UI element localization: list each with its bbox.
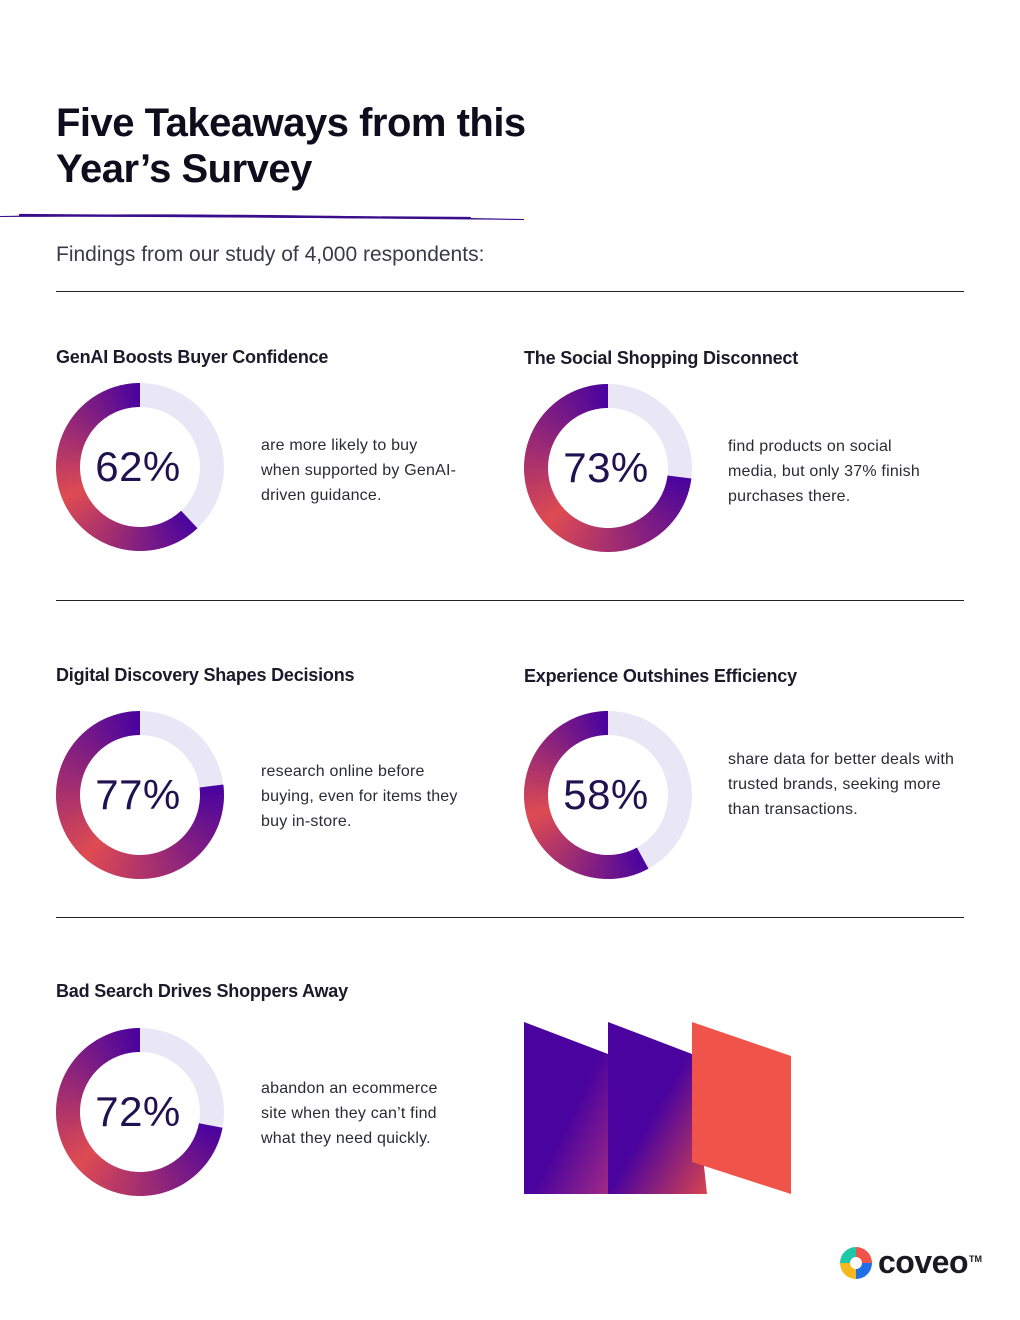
brand-shape <box>524 1022 608 1194</box>
brand-shapes-graphic <box>524 1022 791 1194</box>
logo-wordmark: coveo <box>878 1244 968 1280</box>
donut-arc-segment <box>198 1123 223 1131</box>
stat-description: find products on social media, but only … <box>728 438 920 505</box>
donut-arc-segment <box>179 510 198 531</box>
coveo-logo: coveo TM <box>838 1244 982 1281</box>
page-title: Five Takeaways from this Year’s Survey <box>56 101 526 191</box>
stat-description: share data for better deals with trusted… <box>728 751 955 818</box>
stat-card-search: Bad Search Drives Shoppers Away 72% aban… <box>56 981 506 1221</box>
donut-chart <box>56 711 224 879</box>
stat-description: are more likely to buy when supported by… <box>261 437 457 504</box>
stat-card-social: The Social Shopping Disconnect 73% find … <box>524 348 974 588</box>
coveo-pinwheel-icon <box>840 1246 872 1279</box>
donut-chart <box>524 384 692 552</box>
donut-value-arc <box>524 711 649 879</box>
donut-chart <box>56 383 224 551</box>
donut-value-arc <box>524 384 692 552</box>
percent-label: 58% <box>563 771 649 818</box>
stat-heading: GenAI Boosts Buyer Confidence <box>56 347 329 367</box>
donut-chart <box>524 711 692 879</box>
donut-chart <box>56 1028 224 1196</box>
page-subtitle: Findings from our study of 4,000 respond… <box>56 243 485 266</box>
logo-trademark: TM <box>968 1254 982 1264</box>
brand-shape <box>608 1022 707 1194</box>
title-underline <box>0 213 524 220</box>
percent-label: 72% <box>95 1088 181 1135</box>
stat-heading: The Social Shopping Disconnect <box>524 348 799 368</box>
donut-arc-segment <box>635 847 649 870</box>
stat-heading: Experience Outshines Efficiency <box>524 666 797 686</box>
divider <box>56 600 964 601</box>
percent-label: 62% <box>95 443 181 490</box>
stat-heading: Digital Discovery Shapes Decisions <box>56 665 355 685</box>
donut-value-arc <box>56 1028 223 1196</box>
brand-shape <box>692 1022 791 1194</box>
stat-card-experience: Experience Outshines Efficiency 58% shar… <box>524 666 974 906</box>
divider <box>56 291 964 292</box>
stat-description: research online before buying, even for … <box>261 763 458 830</box>
stat-card-discovery: Digital Discovery Shapes Decisions 77% r… <box>56 665 506 905</box>
stat-description: abandon an ecommerce site when they can’… <box>261 1080 438 1147</box>
stat-heading: Bad Search Drives Shoppers Away <box>56 981 348 1001</box>
donut-value-arc <box>56 383 198 551</box>
percent-label: 77% <box>95 771 181 818</box>
donut-value-arc <box>56 711 224 879</box>
stat-card-genai: GenAI Boosts Buyer Confidence 62% are mo… <box>56 347 506 587</box>
percent-label: 73% <box>563 444 649 491</box>
divider <box>56 917 964 918</box>
